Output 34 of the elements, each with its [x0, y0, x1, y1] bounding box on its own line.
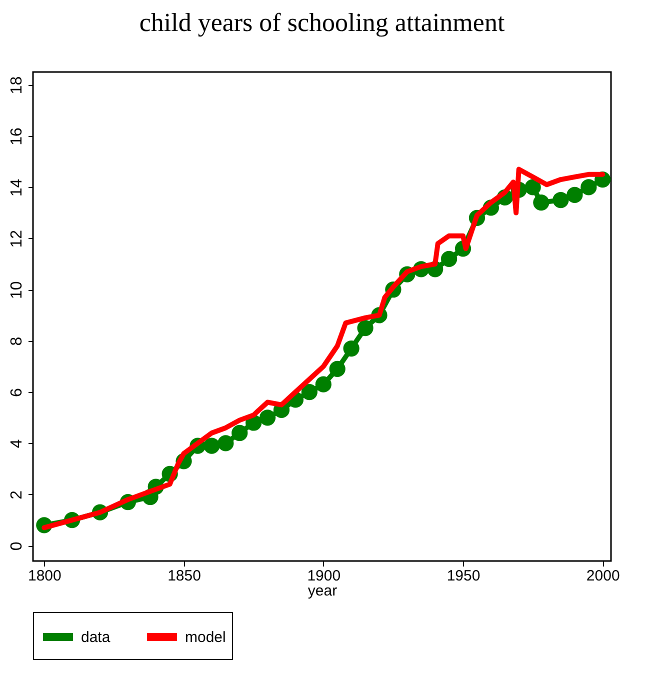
point: [329, 360, 346, 378]
y-tick-label: 8: [8, 336, 26, 346]
x-tick-label: 2000: [586, 568, 620, 584]
y-tick-label: 16: [8, 128, 26, 146]
y-tick-label: 12: [8, 230, 26, 248]
x-tick-label: 1850: [168, 568, 201, 584]
chart-title: child years of schooling attainment: [139, 8, 506, 37]
point: [259, 410, 276, 426]
y-tick-label: 6: [8, 388, 26, 397]
legend-label: data: [81, 629, 111, 646]
point: [533, 194, 550, 211]
point: [218, 435, 234, 452]
point: [440, 250, 458, 267]
point: [204, 438, 220, 454]
x-tick-label: 1950: [446, 568, 480, 584]
y-tick-label: 18: [8, 76, 26, 94]
x-tick-label: 1800: [28, 568, 62, 584]
y-tick-label: 2: [8, 490, 26, 500]
point: [524, 179, 541, 196]
point: [315, 376, 332, 392]
point: [566, 186, 583, 203]
y-tick-label: 14: [8, 178, 26, 197]
y-tick-label: 0: [8, 542, 26, 551]
x-axis-title: year: [308, 582, 338, 600]
point: [343, 340, 360, 357]
point: [232, 424, 248, 442]
y-tick-label: 10: [8, 281, 26, 300]
legend-label: model: [185, 629, 226, 646]
x-tick-label: 1900: [307, 568, 341, 584]
y-tick-label: 4: [8, 439, 26, 448]
point: [580, 179, 597, 196]
point: [357, 320, 374, 336]
point: [301, 384, 318, 400]
point: [552, 192, 569, 208]
